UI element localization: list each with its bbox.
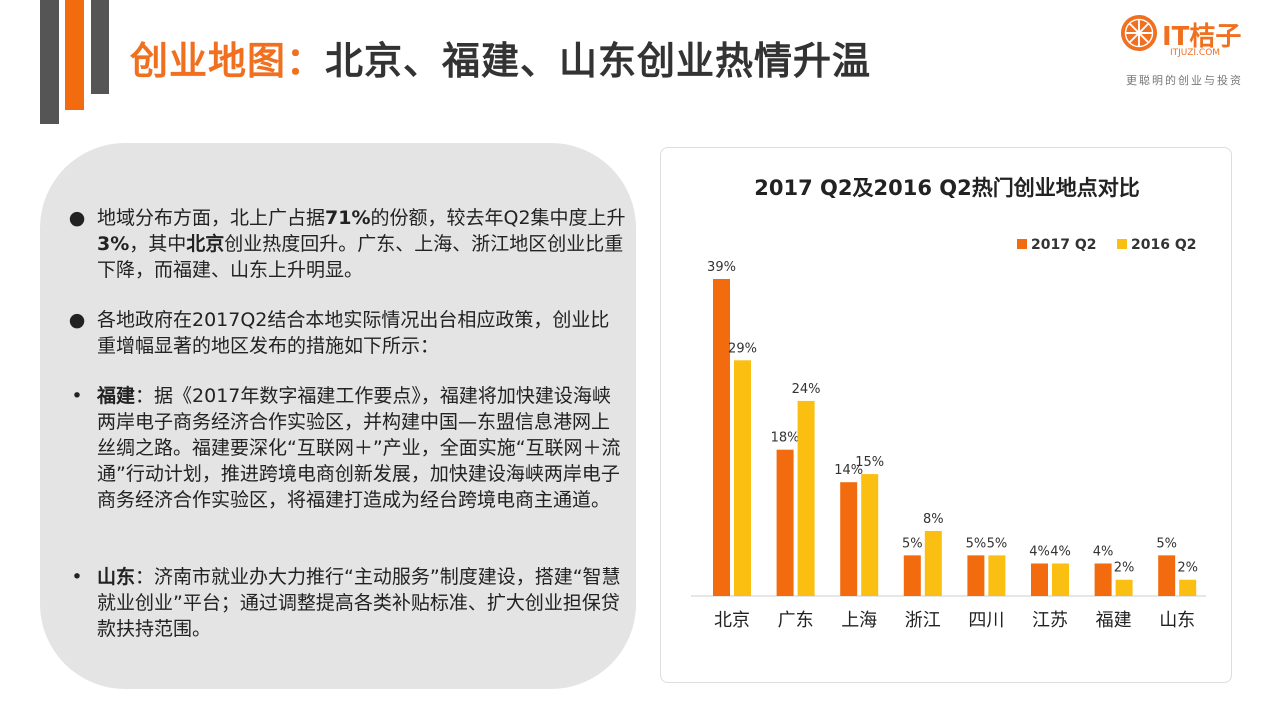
bullet-shandong: • 山东：济南市就业办大力推行“主动服务”制度建设，搭建“智慧就业创业”平台；通过…	[71, 564, 627, 642]
bar-2017-Q2	[776, 449, 794, 596]
data-label: 15%	[855, 455, 884, 470]
text: ，其中	[129, 233, 187, 255]
deco-bar-grey-2	[91, 0, 109, 94]
orange-slice-icon	[1120, 14, 1158, 52]
bar-2016-Q2	[797, 400, 815, 596]
data-label: 8%	[923, 512, 944, 527]
data-label: 4%	[1050, 544, 1071, 559]
text: 创业热度回升。广东、上海、浙江地区创业比重下降，而福建、山东上升明显。	[97, 233, 624, 281]
x-tick-label: 广东	[778, 610, 814, 631]
bar-2016-Q2	[1115, 579, 1133, 596]
bullet-marker: •	[71, 385, 83, 407]
bullet-government-policy: ● 各地政府在2017Q2结合本地实际情况出台相应政策，创业比重增幅显著的地区发布…	[69, 307, 627, 359]
data-label: 29%	[728, 341, 757, 356]
data-label: 5%	[987, 536, 1008, 551]
bullet-region-distribution: ● 地域分布方面，北上广占据71%的份额，较去年Q2集中度上升 3%，其中北京创业热…	[69, 205, 627, 283]
bar-2017-Q2	[1158, 555, 1176, 596]
bullet-fujian: • 福建：据《2017年数字福建工作要点》，福建将加快建设海峡两岸电子商务经济合作…	[71, 383, 627, 513]
bar-2016-Q2	[924, 530, 942, 596]
data-label: 39%	[707, 260, 736, 275]
x-tick-label: 上海	[841, 610, 877, 631]
deco-bar-orange	[65, 0, 84, 110]
data-label: 2%	[1114, 561, 1135, 576]
bar-chart: 2017 Q2及2016 Q2热门创业地点对比 2017 Q2 2016 Q2 39%…	[691, 176, 1206, 631]
x-tick-label: 福建	[1096, 610, 1132, 631]
text: ：据《2017年数字福建工作要点》，福建将加快建设海峡两岸电子商务经济合作实验区…	[97, 385, 621, 511]
logo-slogan: 更聪明的创业与投资	[1126, 74, 1243, 87]
bullet-marker: •	[71, 566, 83, 588]
data-label: 4%	[1029, 544, 1050, 559]
title-main: 北京、福建、山东创业热情升温	[325, 39, 872, 83]
bar-2016-Q2	[988, 555, 1006, 596]
data-label: 24%	[792, 382, 821, 397]
title-accent: 创业地图：	[130, 39, 326, 83]
deco-bar-grey-1	[40, 0, 59, 124]
bar-2017-Q2	[967, 555, 985, 596]
bar-2017-Q2	[840, 482, 858, 596]
highlight: 3%	[97, 233, 130, 255]
x-tick-label: 山东	[1159, 610, 1195, 631]
text-panel: ● 地域分布方面，北上广占据71%的份额，较去年Q2集中度上升 3%，其中北京创业热…	[40, 143, 636, 689]
data-label: 14%	[834, 463, 863, 478]
text: 地域分布方面，北上广占据	[97, 207, 326, 229]
logo-name: IT桔子	[1162, 22, 1242, 52]
x-tick-label: 北京	[714, 610, 750, 631]
logo-url: ITJUZI.COM	[1170, 48, 1221, 58]
data-label: 18%	[771, 431, 800, 446]
highlight: 71%	[325, 207, 371, 229]
data-label: 4%	[1093, 544, 1114, 559]
legend-swatch	[1017, 239, 1027, 249]
data-label: 2%	[1177, 561, 1198, 576]
legend-swatch	[1117, 239, 1127, 249]
x-tick-label: 江苏	[1032, 610, 1068, 631]
bar-2016-Q2	[734, 360, 751, 596]
bar-2016-Q2	[861, 474, 879, 596]
bar-2016-Q2	[1052, 563, 1069, 596]
chart-title: 2017 Q2及2016 Q2热门创业地点对比	[754, 176, 1139, 200]
data-label: 5%	[1156, 536, 1177, 551]
data-label: 5%	[966, 536, 987, 551]
text: ：济南市就业办大力推行“主动服务”制度建设，搭建“智慧就业创业”平台；通过调整提…	[97, 566, 621, 640]
bullet-marker: ●	[68, 309, 86, 331]
text: 各地政府在2017Q2结合本地实际情况出台相应政策，创业比重增幅显著的地区发布的…	[97, 309, 610, 357]
page-title: 创业地图：北京、福建、山东创业热情升温	[130, 30, 871, 85]
text: 的份额，较去年Q2集中度上升	[370, 207, 626, 229]
region-name: 福建	[97, 385, 136, 407]
data-label: 5%	[902, 536, 923, 551]
legend-label: 2016 Q2	[1131, 237, 1196, 253]
bullet-marker: ●	[68, 207, 86, 229]
legend-label: 2017 Q2	[1031, 237, 1096, 253]
bar-2017-Q2	[903, 555, 921, 596]
bar-2017-Q2	[1094, 563, 1112, 596]
bar-2017-Q2	[1031, 563, 1048, 596]
x-tick-label: 四川	[968, 610, 1004, 631]
chart-card: 2017 Q2及2016 Q2热门创业地点对比 2017 Q2 2016 Q2 39%…	[660, 147, 1232, 683]
logo: IT桔子 ITJUZI.COM 更聪明的创业与投资	[1118, 12, 1258, 92]
bar-2016-Q2	[1179, 579, 1197, 596]
region-name: 山东	[97, 566, 136, 588]
highlight: 北京	[186, 233, 225, 255]
bar-2017-Q2	[713, 279, 730, 596]
x-tick-label: 浙江	[905, 610, 941, 631]
